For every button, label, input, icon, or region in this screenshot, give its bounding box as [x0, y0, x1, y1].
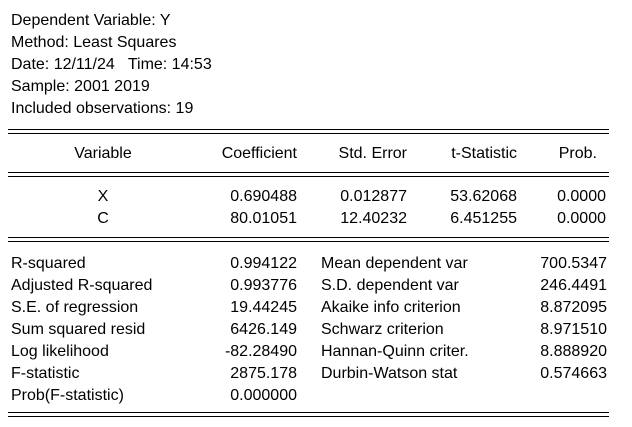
- stats-rule-2: [8, 241, 609, 242]
- stat-value: 8.971510: [540, 321, 607, 338]
- coefficient-value: 0.690488: [230, 188, 297, 205]
- stat-value: -82.28490: [224, 343, 297, 360]
- prob-value: 0.0000: [557, 188, 606, 205]
- stat-value: 2875.178: [230, 365, 297, 382]
- stat-value: 8.872095: [540, 299, 607, 316]
- coefficient-value: 80.01051: [230, 210, 297, 227]
- stat-label: Log likelihood: [11, 343, 109, 360]
- stat-label: S.E. of regression: [11, 299, 139, 316]
- header-rule-1: [8, 172, 609, 173]
- regression-header: Dependent Variable: Y Method: Least Squa…: [11, 10, 212, 120]
- variable-name: C: [97, 210, 109, 227]
- stat-value: 0.574663: [540, 365, 607, 382]
- col-header-coefficient: Coefficient: [221, 145, 297, 162]
- stat-label: Prob(F-statistic): [11, 387, 124, 404]
- stat-label: Mean dependent var: [321, 255, 468, 272]
- table-top-rule-2: [8, 133, 609, 134]
- sample-line: Sample: 2001 2019: [11, 78, 150, 95]
- std-error-value: 0.012877: [340, 188, 407, 205]
- col-header-prob: Prob.: [558, 145, 597, 162]
- col-header-t-statistic: t-Statistic: [451, 145, 517, 162]
- stat-value: 0.993776: [230, 277, 297, 294]
- stat-label: Sum squared resid: [11, 321, 146, 338]
- col-header-variable: Variable: [74, 145, 132, 162]
- stat-label: Durbin-Watson stat: [321, 365, 458, 382]
- t-statistic-value: 53.62068: [450, 188, 517, 205]
- stat-value: 8.888920: [540, 343, 607, 360]
- datetime-line: Date: 12/11/24 Time: 14:53: [11, 56, 212, 73]
- stat-label: R-squared: [11, 255, 86, 272]
- stat-label: Hannan-Quinn criter.: [321, 343, 469, 360]
- stat-label: F-statistic: [11, 365, 80, 382]
- stat-value: 0.000000: [230, 387, 297, 404]
- stat-label: S.D. dependent var: [321, 277, 459, 294]
- table-top-rule-1: [8, 129, 609, 130]
- stat-label: Schwarz criterion: [321, 321, 444, 338]
- col-header-std-error: Std. Error: [338, 145, 407, 162]
- t-statistic-value: 6.451255: [450, 210, 517, 227]
- stat-value: 19.44245: [230, 299, 297, 316]
- observations-line: Included observations: 19: [11, 100, 194, 117]
- variable-name: X: [97, 188, 109, 205]
- stats-rule-1: [8, 237, 609, 238]
- table-bottom-rule-1: [8, 412, 609, 413]
- stat-value: 246.4491: [540, 277, 607, 294]
- stat-label: Akaike info criterion: [321, 299, 461, 316]
- std-error-value: 12.40232: [340, 210, 407, 227]
- stat-value: 6426.149: [230, 321, 297, 338]
- prob-value: 0.0000: [557, 210, 606, 227]
- stat-value: 0.994122: [230, 255, 297, 272]
- method-line: Method: Least Squares: [11, 34, 177, 51]
- table-bottom-rule-2: [8, 416, 609, 417]
- header-rule-2: [8, 176, 609, 177]
- dependent-variable-line: Dependent Variable: Y: [11, 12, 171, 29]
- stat-label: Adjusted R-squared: [11, 277, 153, 294]
- stat-value: 700.5347: [540, 255, 607, 272]
